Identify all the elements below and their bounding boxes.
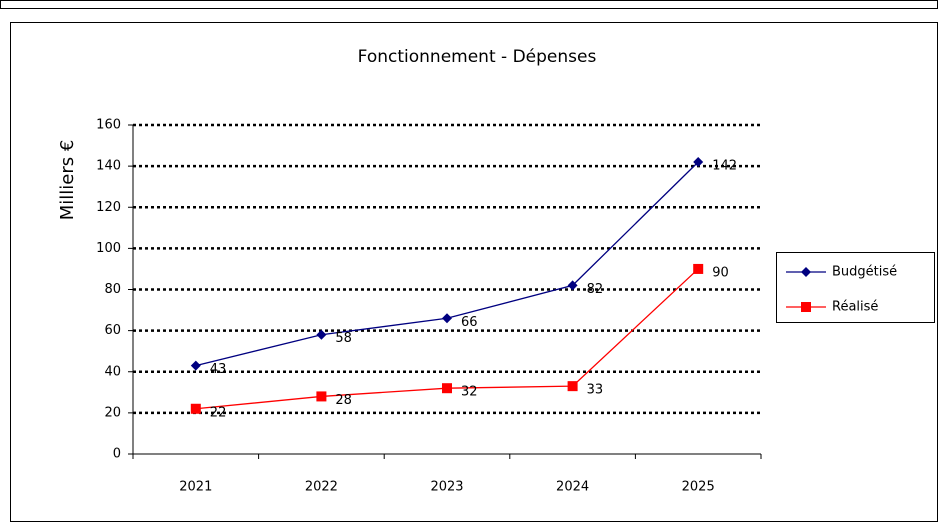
data-label: 82 (587, 282, 604, 297)
marker (693, 157, 704, 168)
data-label: 43 (210, 362, 227, 377)
marker (442, 383, 452, 394)
legend-label: Réalisé (832, 300, 878, 315)
x-tick-label: 2023 (430, 480, 463, 495)
y-tick-label: 0 (113, 447, 121, 462)
marker (567, 280, 578, 291)
y-tick-label: 140 (96, 159, 121, 174)
data-label: 66 (461, 315, 478, 330)
x-tick-label: 2024 (556, 480, 589, 495)
y-tick-label: 60 (104, 323, 121, 338)
marker (316, 391, 327, 402)
top-frame (0, 0, 938, 9)
data-label: 58 (335, 331, 352, 346)
data-label: 32 (461, 385, 478, 400)
data-label: 28 (335, 393, 352, 408)
marker (190, 360, 201, 371)
data-label: 22 (210, 405, 227, 420)
y-axis-label: Milliers € (57, 140, 78, 221)
y-tick-label: 100 (96, 241, 121, 256)
marker (693, 263, 704, 274)
marker (442, 313, 452, 324)
marker (801, 302, 811, 312)
x-tick-label: 2021 (179, 480, 212, 495)
x-tick-label: 2022 (305, 480, 338, 495)
marker (316, 329, 327, 340)
marker (190, 403, 201, 414)
data-label: 142 (712, 159, 737, 174)
marker (567, 381, 578, 392)
y-tick-label: 160 (96, 118, 121, 133)
data-label: 90 (712, 265, 729, 280)
legend-label: Budgétisé (832, 265, 897, 280)
data-label: 33 (587, 383, 604, 398)
y-tick-label: 80 (104, 282, 121, 297)
y-tick-label: 120 (96, 200, 121, 215)
chart-title: Fonctionnement - Dépenses (358, 47, 597, 67)
x-tick-label: 2025 (682, 480, 715, 495)
y-tick-label: 40 (104, 364, 121, 379)
marker (801, 267, 811, 277)
y-tick-label: 20 (104, 405, 121, 420)
